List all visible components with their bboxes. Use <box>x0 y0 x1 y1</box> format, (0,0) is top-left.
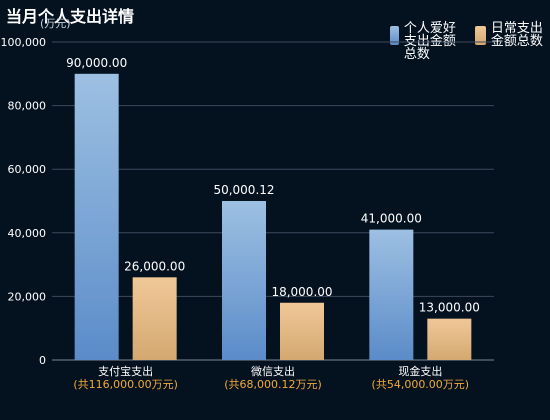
bar-series-1[interactable] <box>369 229 414 360</box>
bar-series-1[interactable] <box>74 73 119 361</box>
y-tick-label: 20,000 <box>8 290 47 303</box>
y-axis-unit-label: (万元) <box>40 17 71 30</box>
legend-item-series-2[interactable]: 日常支出金额总数 <box>475 22 550 61</box>
y-tick-label: 60,000 <box>8 163 47 176</box>
x-tick-subtitle: (共54,000.00万元) <box>372 378 470 391</box>
x-tick-label: 现金支出 <box>398 364 442 378</box>
bar-series-2[interactable] <box>280 302 324 360</box>
legend-swatch-series-2 <box>475 26 486 45</box>
x-tick-subtitle: (共116,000.00万元) <box>73 378 178 391</box>
x-tick-label: 支付宝支出 <box>98 364 153 378</box>
bar-value-label: 13,000.00 <box>419 301 480 315</box>
bar-series-1[interactable] <box>222 200 266 360</box>
bar-series-2[interactable] <box>132 277 177 360</box>
x-tick-subtitle: (共68,000.12万元) <box>224 378 322 391</box>
chart-title: 当月个人支出详情 <box>6 7 135 26</box>
legend-swatch-series-1 <box>390 26 399 45</box>
bar-value-label: 18,000.00 <box>271 285 332 299</box>
y-tick-label: 100,000 <box>1 36 47 49</box>
bar-value-label: 26,000.00 <box>124 259 185 273</box>
y-tick-label: 0 <box>39 354 46 367</box>
y-tick-label: 40,000 <box>8 227 47 240</box>
legend-label-series-2: 日常支出金额总数 <box>490 21 543 49</box>
x-tick-label: 微信支出 <box>251 364 295 378</box>
bar-value-label: 50,000.12 <box>213 183 274 197</box>
bar-value-label: 41,000.00 <box>361 212 422 226</box>
bar-series-2[interactable] <box>427 318 472 360</box>
bar-value-label: 90,000.00 <box>66 56 127 70</box>
y-tick-label: 80,000 <box>8 100 47 113</box>
